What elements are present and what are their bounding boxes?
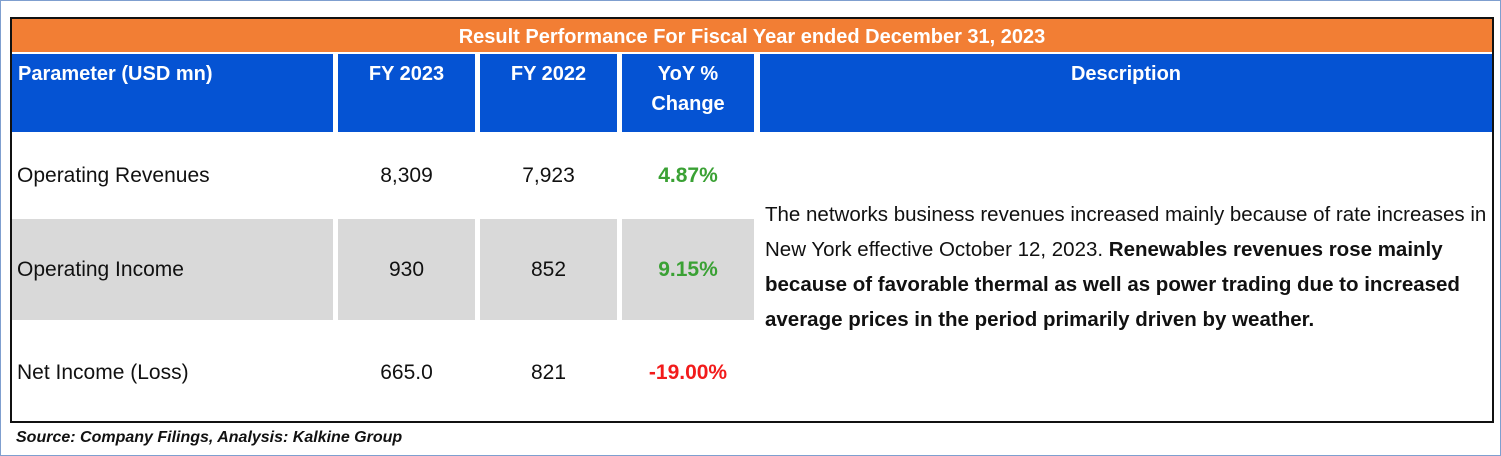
value-fy2023: 665.0 (380, 361, 433, 384)
results-table: Result Performance For Fiscal Year ended… (10, 17, 1494, 423)
header-fy2022: FY 2022 (480, 54, 617, 132)
description-text: The networks business revenues increased… (765, 197, 1490, 337)
table-title: Result Performance For Fiscal Year ended… (12, 19, 1492, 52)
value-yoy: 9.15% (622, 219, 754, 320)
row-label: Net Income (Loss) (17, 361, 189, 384)
value-fy2022: 821 (530, 361, 567, 384)
description-normal: The networks business revenues increased… (765, 203, 1487, 261)
header-description: Description (760, 54, 1492, 132)
header-fy2023: FY 2023 (338, 54, 475, 132)
row-label: Operating Income (12, 219, 333, 320)
value-yoy: -19.00% (648, 361, 728, 384)
description-bold: Renewables revenues rose mainly because … (765, 238, 1460, 331)
header-yoy: YoY % Change (622, 54, 754, 132)
value-yoy: 4.87% (658, 163, 718, 187)
row-label: Operating Revenues (17, 163, 210, 187)
value-fy2022: 7,923 (522, 163, 575, 187)
value-fy2022: 852 (480, 219, 617, 320)
header-parameter: Parameter (USD mn) (12, 54, 333, 132)
value-fy2023: 8,309 (380, 163, 433, 187)
source-note: Source: Company Filings, Analysis: Kalki… (16, 429, 403, 446)
value-fy2023: 930 (338, 219, 475, 320)
